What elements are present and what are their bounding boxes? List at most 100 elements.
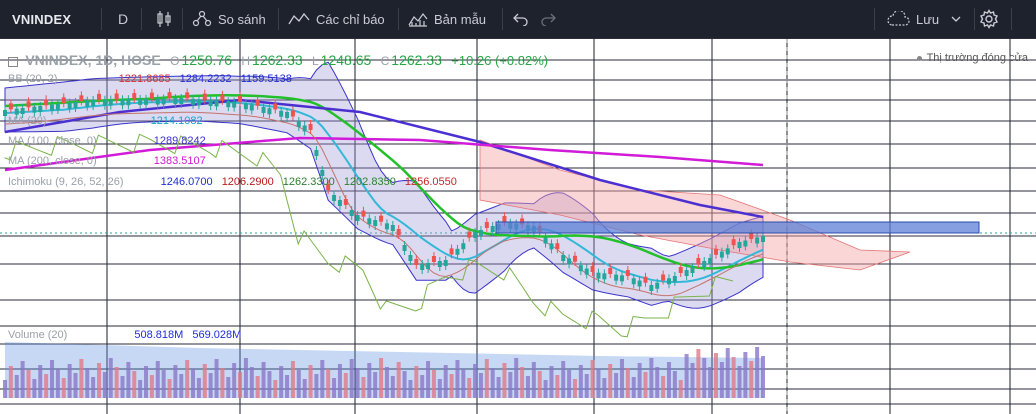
volume-bar [155, 361, 160, 398]
volume-bar [437, 379, 442, 398]
interval-button[interactable]: D [118, 0, 128, 38]
study-value: 1383.5107 [153, 155, 206, 167]
volume-bar [114, 367, 119, 398]
candle-body [631, 278, 636, 285]
volume-bar [343, 373, 348, 398]
compare-label: So sánh [218, 11, 266, 27]
volume-bar [672, 371, 677, 398]
kijun-line [4, 111, 764, 297]
candle-body [285, 112, 290, 118]
templates-button[interactable]: Bản mẫu [408, 0, 486, 38]
close-label: C [380, 54, 390, 68]
volume-bar [138, 380, 143, 398]
interval-label: D [118, 11, 129, 27]
compare-button[interactable]: So sánh [192, 0, 266, 38]
save-button[interactable]: Lưu [886, 0, 967, 38]
candle-body [202, 93, 207, 100]
redo-button[interactable] [540, 0, 562, 38]
volume-bar [273, 380, 278, 398]
indicators-button[interactable]: Các chỉ báo [288, 0, 385, 38]
candle-body [567, 258, 572, 265]
volume-bar [50, 360, 55, 398]
market-status-label: Thị trường đóng cửa [926, 52, 1028, 64]
candle-body [719, 251, 724, 258]
chikou-line [4, 133, 734, 338]
volume-bar [108, 358, 113, 398]
chart-type-button[interactable] [156, 0, 178, 38]
symbol-search[interactable]: VNINDEX [12, 0, 71, 38]
candle-body [173, 98, 178, 105]
candle-body [73, 102, 78, 108]
volume-bar [38, 365, 43, 398]
volume-bar [402, 371, 407, 398]
volume-bar [296, 370, 301, 398]
chevron-down-icon[interactable] [951, 15, 961, 23]
volume-bar [290, 361, 295, 398]
symbol-label: VNINDEX [12, 11, 72, 27]
volume-bar [208, 373, 213, 398]
volume-bar [191, 369, 196, 398]
volume-bar [185, 360, 190, 398]
volume-bar [525, 376, 530, 398]
study-name: MA (200, close, 0) [8, 155, 97, 167]
candle-body [602, 273, 607, 280]
volume-bar [55, 369, 60, 398]
candle-body [337, 200, 342, 206]
study-value: 1202.8350 [343, 176, 396, 188]
volume-bar [243, 358, 248, 398]
study-value: 1214.1082 [150, 115, 203, 127]
candle-body [361, 210, 366, 217]
volume-bar [379, 358, 384, 398]
candle-body [549, 243, 554, 250]
volume-bar [79, 359, 84, 398]
volume-bar [8, 366, 13, 398]
price-chart[interactable] [0, 39, 1036, 414]
volume-bar [731, 357, 736, 398]
volume-bar [473, 364, 478, 398]
volume-bar [161, 370, 166, 398]
volume-bar [625, 368, 630, 398]
candle-body [426, 263, 431, 269]
study-ma100[interactable]: MA (100, close, 0) 1289.8242 [8, 135, 212, 147]
study-value: 1221.8685 [118, 73, 171, 85]
volume-bar [502, 363, 507, 398]
study-ichimoku[interactable]: Ichimoku (9, 26, 52, 26) 1246.0700 1206.… [8, 176, 463, 188]
settings-button[interactable] [979, 0, 1005, 38]
low-value: 1248.65 [320, 52, 372, 68]
candle-body [713, 248, 718, 255]
open-value: 1250.76 [181, 52, 233, 68]
candle-body [179, 98, 184, 104]
candle-body [590, 266, 595, 272]
volume-bar [584, 374, 589, 398]
candle-body [38, 106, 43, 112]
volume-bar [619, 359, 624, 398]
volume-bar [514, 358, 519, 398]
candle-body [232, 101, 237, 108]
open-label: O [170, 54, 180, 68]
candle-body [461, 243, 466, 250]
volume-bar [531, 362, 536, 398]
volume-bar [690, 363, 695, 398]
candle-body [138, 98, 143, 105]
candle-body [578, 265, 583, 272]
study-name: MA (100, close, 0) [8, 135, 97, 147]
candle-body [443, 260, 448, 266]
study-ma20[interactable]: MA (20) 1214.1082 [8, 115, 209, 127]
volume-bar [608, 364, 613, 398]
volume-bar [678, 380, 683, 398]
volume-bar [384, 367, 389, 398]
volume-bar [232, 363, 237, 398]
candle-body [314, 150, 319, 156]
study-ma200[interactable]: MA (200, close, 0) 1383.5107 [8, 155, 212, 167]
toolbar-divider [101, 8, 102, 30]
undo-button[interactable] [513, 0, 535, 38]
volume-bar [590, 360, 595, 398]
save-label: Lưu [916, 11, 940, 27]
study-bb[interactable]: BB (20, 2) 1221.8685 1284.2232 1159.5138 [8, 73, 298, 85]
candle-body [26, 101, 31, 108]
study-value: 1159.5138 [240, 73, 292, 85]
collapse-icon[interactable] [8, 56, 18, 67]
candle-body [161, 98, 166, 105]
study-volume[interactable]: Volume (20) 508.818M 569.028M [8, 329, 247, 341]
volume-bar [426, 361, 431, 398]
